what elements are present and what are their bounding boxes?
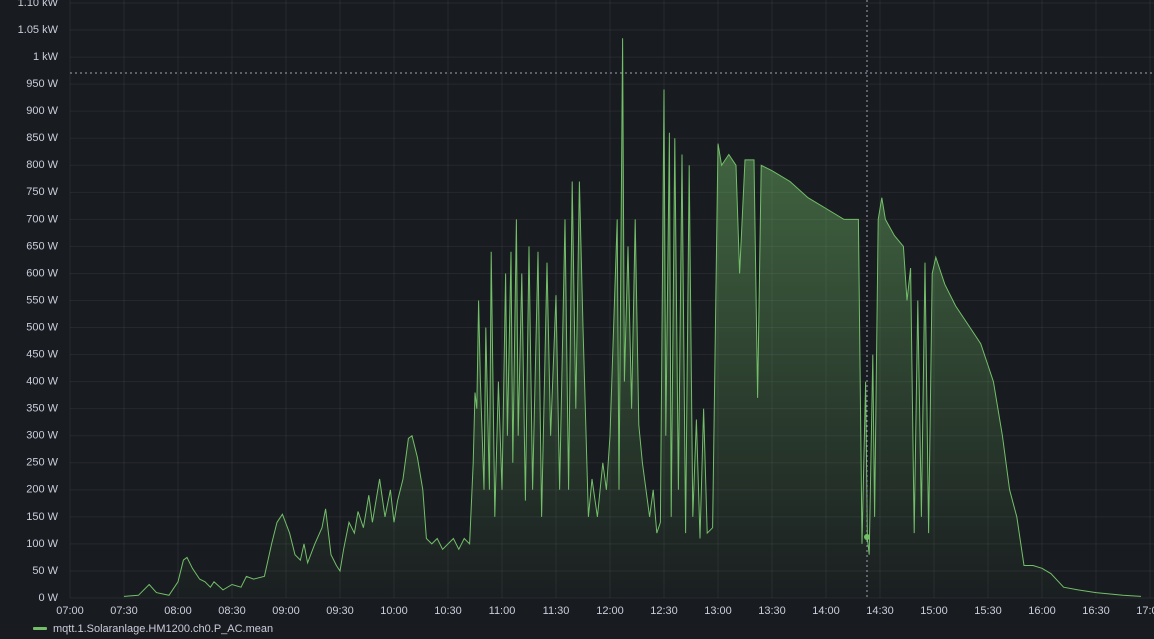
- y-tick-label: 750 W: [26, 186, 58, 198]
- y-tick-label: 950 W: [26, 78, 58, 90]
- y-tick-label: 100 W: [26, 538, 58, 550]
- x-tick-label: 12:00: [596, 605, 624, 617]
- x-tick-label: 08:30: [218, 605, 246, 617]
- y-tick-label: 800 W: [26, 159, 58, 171]
- y-tick-label: 450 W: [26, 348, 58, 360]
- x-tick-label: 17:00: [1136, 605, 1154, 617]
- y-tick-label: 50 W: [32, 565, 58, 577]
- y-tick-label: 300 W: [26, 430, 58, 442]
- x-tick-label: 11:30: [543, 605, 570, 617]
- x-tick-label: 07:00: [56, 605, 84, 617]
- legend-swatch: [33, 627, 47, 630]
- x-tick-label: 14:30: [866, 605, 894, 617]
- x-tick-label: 10:00: [380, 605, 408, 617]
- y-tick-label: 1 kW: [33, 51, 59, 63]
- x-tick-label: 16:00: [1028, 605, 1056, 617]
- y-tick-label: 650 W: [26, 240, 58, 252]
- y-tick-label: 1.10 kW: [18, 0, 59, 9]
- x-tick-label: 12:30: [650, 605, 678, 617]
- y-tick-label: 500 W: [26, 321, 58, 333]
- area-fill: [124, 38, 1141, 598]
- y-tick-label: 200 W: [26, 484, 58, 496]
- y-tick-label: 150 W: [26, 511, 58, 523]
- x-tick-label: 15:30: [974, 605, 1002, 617]
- legend-label[interactable]: mqtt.1.Solaranlage.HM1200.ch0.P_AC.mean: [53, 623, 273, 635]
- x-tick-label: 07:30: [110, 605, 138, 617]
- y-tick-label: 850 W: [26, 132, 58, 144]
- y-tick-label: 900 W: [26, 105, 58, 117]
- series-line: [123, 38, 1142, 597]
- x-tick-label: 13:30: [758, 605, 786, 617]
- y-tick-label: 600 W: [26, 267, 58, 279]
- x-tick-label: 09:30: [326, 605, 354, 617]
- x-tick-label: 13:00: [704, 605, 732, 617]
- x-tick-label: 09:00: [272, 605, 300, 617]
- y-tick-label: 550 W: [26, 294, 58, 306]
- y-tick-label: 0 W: [38, 592, 58, 604]
- y-tick-label: 250 W: [26, 457, 58, 469]
- x-tick-label: 08:00: [164, 605, 192, 617]
- x-tick-label: 14:00: [812, 605, 840, 617]
- y-tick-label: 700 W: [26, 213, 58, 225]
- y-tick-label: 1.05 kW: [18, 24, 59, 36]
- y-tick-label: 350 W: [26, 403, 58, 415]
- y-tick-label: 400 W: [26, 376, 58, 388]
- x-tick-label: 11:00: [489, 605, 516, 617]
- legend[interactable]: mqtt.1.Solaranlage.HM1200.ch0.P_AC.mean: [33, 623, 273, 635]
- x-tick-label: 15:00: [920, 605, 948, 617]
- hover-point: [864, 534, 870, 540]
- x-tick-label: 16:30: [1082, 605, 1110, 617]
- x-tick-label: 10:30: [434, 605, 462, 617]
- plot: [123, 38, 1142, 598]
